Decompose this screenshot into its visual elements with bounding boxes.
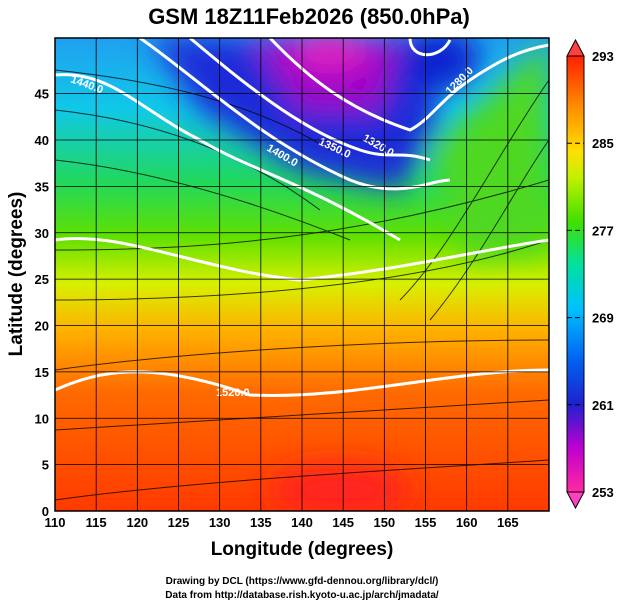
y-tick-label: 40: [35, 133, 49, 148]
y-tick-label: 15: [35, 365, 49, 380]
y-tick-label: 25: [35, 272, 49, 287]
x-tick-label: 120: [126, 515, 148, 530]
colorbar-extend-min: [566, 491, 585, 510]
x-tick-label: 165: [497, 515, 519, 530]
colorbar-tick-label: 293: [592, 49, 614, 64]
colorbar-extend-max: [566, 38, 585, 57]
y-tick-label: 45: [35, 87, 49, 102]
y-axis-ticks: 0 5 10 15 20 25 30 35 40 45: [35, 87, 49, 519]
colorbar: 293 285 277 269 261 253: [566, 38, 614, 510]
x-tick-label: 155: [415, 515, 437, 530]
y-tick-label: 30: [35, 226, 49, 241]
x-tick-label: 115: [86, 515, 107, 530]
x-tick-label: 150: [373, 515, 395, 530]
x-axis-ticks: 110 115 120 125 130 135 140 145 150 155 160 165: [45, 515, 519, 530]
svg-text:1520.0: 1520.0: [216, 387, 250, 399]
wind-streamlines: [55, 69, 549, 501]
y-tick-label: 35: [35, 179, 49, 194]
y-tick-label: 5: [42, 458, 49, 473]
colorbar-tick-label: 253: [592, 485, 614, 500]
colorbar-tick-label: 285: [592, 136, 614, 151]
x-tick-label: 130: [209, 515, 231, 530]
credit-drawing: Drawing by DCL (https://www.gfd-dennou.o…: [166, 576, 439, 587]
plot-frame: [54, 37, 550, 512]
y-tick-label: 0: [42, 504, 49, 519]
colorbar-tick-label: 269: [592, 311, 614, 326]
x-tick-label: 110: [45, 515, 66, 530]
chart-title: GSM 18Z11Feb2026 (850.0hPa): [148, 4, 470, 29]
x-tick-label: 145: [332, 515, 354, 530]
x-tick-label: 160: [456, 515, 478, 530]
y-tick-label: 10: [35, 411, 49, 426]
x-tick-label: 140: [291, 515, 313, 530]
x-tick-label: 125: [168, 515, 190, 530]
colorbar-tick-label: 261: [592, 398, 614, 413]
colorbar-tick-label: 277: [592, 223, 614, 238]
y-axis-label: Latitude (degrees): [6, 192, 27, 357]
x-axis-label: Longitude (degrees): [211, 539, 394, 560]
x-tick-label: 135: [250, 515, 272, 530]
y-tick-label: 20: [35, 319, 49, 334]
credit-data: Data from http://database.rish.kyoto-u.a…: [165, 590, 439, 601]
